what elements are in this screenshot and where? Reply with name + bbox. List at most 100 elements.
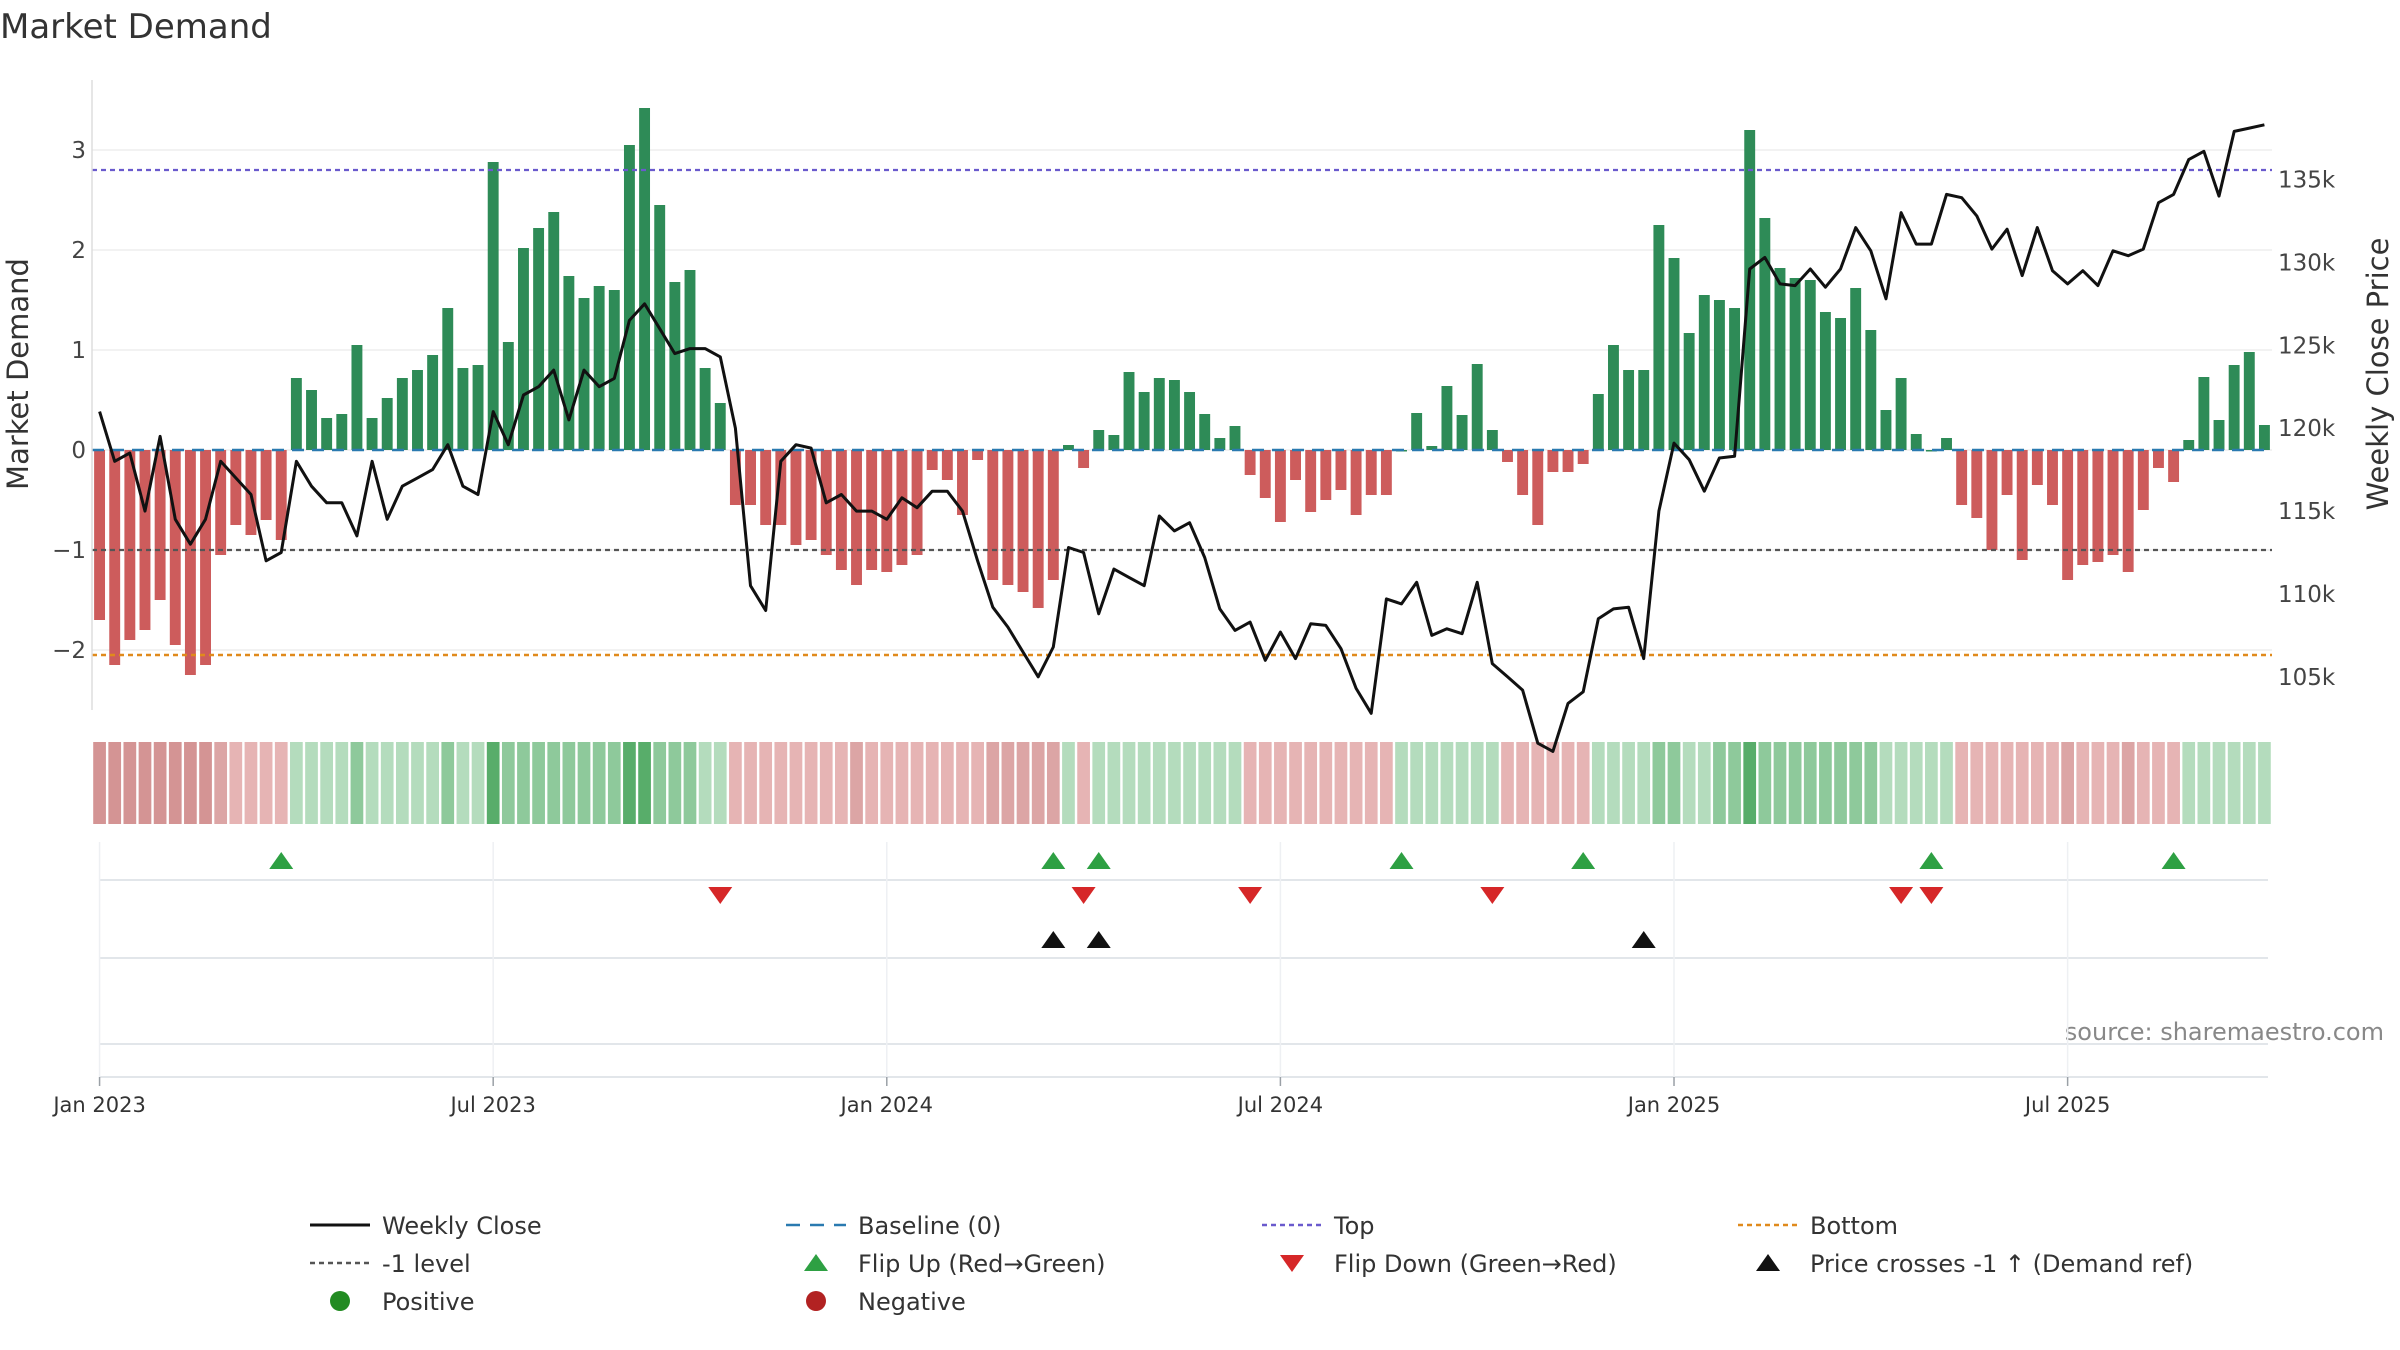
demand-bar xyxy=(2213,420,2225,450)
source-label: source: sharemaestro.com xyxy=(2065,1018,2384,1046)
demand-bar xyxy=(745,450,756,505)
demand-bar xyxy=(396,378,408,450)
intensity-cell xyxy=(1243,742,1257,824)
intensity-cell xyxy=(1985,742,1999,824)
demand-bar xyxy=(699,368,711,450)
demand-bar xyxy=(366,418,378,450)
demand-bar xyxy=(1380,450,1392,495)
intensity-cell xyxy=(607,742,621,824)
demand-bar xyxy=(200,450,211,665)
intensity-cell xyxy=(1395,742,1408,824)
intensity-cell xyxy=(986,742,1000,824)
demand-bar xyxy=(2243,352,2255,450)
x-tick-label: Jul 2024 xyxy=(1236,1093,1323,1117)
legend-item: Top xyxy=(1262,1212,1375,1240)
flip-down-marker xyxy=(1071,887,1096,904)
demand-bar xyxy=(1698,295,1710,450)
demand-bar xyxy=(1093,430,1105,450)
demand-bar xyxy=(1199,414,1211,450)
flip-up-marker xyxy=(1571,852,1596,869)
y-axis-label-left: Market Demand xyxy=(1,258,35,490)
demand-bar xyxy=(2047,450,2058,505)
intensity-cell xyxy=(2227,742,2241,824)
demand-bar xyxy=(835,450,847,570)
intensity-cell xyxy=(2015,742,2029,824)
demand-bar xyxy=(1729,308,1741,450)
demand-bar xyxy=(1623,370,1635,450)
demand-bar xyxy=(1032,450,1044,608)
legend-item: Bottom xyxy=(1738,1212,1898,1240)
intensity-cell xyxy=(501,742,515,824)
demand-bar xyxy=(1274,450,1286,522)
demand-bar xyxy=(109,450,121,665)
intensity-cell xyxy=(335,742,349,824)
intensity-cell xyxy=(895,742,909,824)
demand-bar xyxy=(1486,430,1498,450)
intensity-cell xyxy=(365,742,379,824)
demand-bar xyxy=(1910,434,1922,450)
intensity-cell xyxy=(1137,742,1151,824)
grid xyxy=(92,149,2272,1078)
intensity-cell xyxy=(1909,742,1923,824)
legend-swatch xyxy=(806,1291,826,1311)
intensity-cell xyxy=(2242,742,2256,824)
intensity-cell xyxy=(1062,742,1075,824)
intensity-cell xyxy=(925,742,939,824)
demand-bar xyxy=(1895,378,1907,450)
demand-bar xyxy=(1925,450,1937,452)
intensity-cell xyxy=(1107,742,1121,824)
demand-bar xyxy=(2031,450,2043,485)
intensity-cell xyxy=(1864,742,1878,824)
y-tick-right: 135k xyxy=(2278,167,2336,193)
intensity-cell xyxy=(1031,742,1045,824)
intensity-cell xyxy=(850,742,863,824)
demand-bar xyxy=(851,450,862,585)
y-tick-right: 115k xyxy=(2278,499,2336,525)
demand-bar xyxy=(2137,450,2149,510)
intensity-cell xyxy=(168,742,182,824)
demand-bar xyxy=(1835,318,1846,450)
y-tick-left: −2 xyxy=(52,638,86,664)
weekly-close-series xyxy=(98,123,2265,753)
demand-bars xyxy=(94,108,2270,675)
intensity-cell xyxy=(940,742,954,824)
intensity-cell xyxy=(1289,742,1302,824)
intensity-cell xyxy=(1470,742,1484,824)
intensity-cell xyxy=(1304,742,1318,824)
intensity-cell xyxy=(562,742,576,824)
legend-item: Baseline (0) xyxy=(786,1212,1001,1240)
y-tick-left: 3 xyxy=(71,138,86,164)
intensity-cell xyxy=(971,742,984,824)
demand-bar xyxy=(336,414,348,450)
y-tick-right: 105k xyxy=(2278,665,2336,691)
intensity-cell xyxy=(1152,742,1166,824)
demand-bar xyxy=(124,450,136,640)
intensity-cell xyxy=(789,742,803,824)
demand-bar xyxy=(1562,450,1574,472)
intensity-cell xyxy=(1925,742,1938,824)
intensity-cell xyxy=(471,742,485,824)
demand-bar xyxy=(1819,312,1831,450)
demand-bar xyxy=(1214,438,1226,450)
demand-bar xyxy=(2168,450,2180,482)
intensity-cell xyxy=(819,742,833,824)
intensity-cell xyxy=(1622,742,1635,824)
demand-bar xyxy=(1986,450,1998,550)
demand-bar xyxy=(608,290,620,450)
legend-swatch xyxy=(1280,1255,1304,1272)
y-tick-left: −1 xyxy=(52,538,86,564)
intensity-cell xyxy=(1485,742,1499,824)
intensity-cell xyxy=(1849,742,1863,824)
intensity-cell xyxy=(744,742,757,824)
demand-bar xyxy=(1078,450,1090,468)
flip-down-marker xyxy=(708,887,733,904)
price-cross-marker xyxy=(1086,931,1111,948)
intensity-cell xyxy=(214,742,228,824)
axes: 3 2 1 0 −1 −2 135k 130k 125k 120k 115k 110k 105k Jan … xyxy=(51,80,2336,1117)
intensity-cell xyxy=(184,742,197,824)
intensity-cell xyxy=(577,742,591,824)
intensity-cell xyxy=(380,742,394,824)
flip-up-marker xyxy=(1041,852,1066,869)
intensity-cell xyxy=(305,742,318,824)
